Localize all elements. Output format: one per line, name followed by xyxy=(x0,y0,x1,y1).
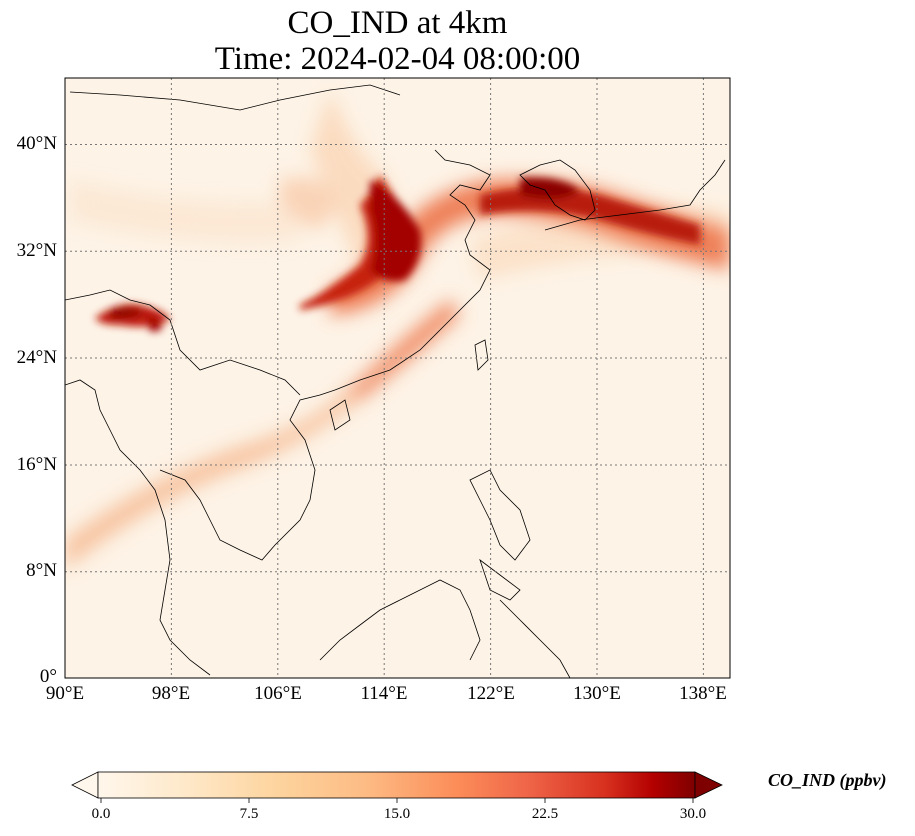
lat-tick-label: 24°N xyxy=(16,347,57,368)
colorbar-tick-label: 22.5 xyxy=(531,806,559,822)
colorbar xyxy=(71,771,723,803)
lon-tick-label: 114°E xyxy=(360,683,408,704)
map-title: CO_IND at 4km xyxy=(287,5,508,41)
lat-tick-label: 8°N xyxy=(26,560,57,581)
co-concentration-field xyxy=(65,78,730,678)
lat-tick-label: 0° xyxy=(39,666,57,687)
lon-tick-label: 106°E xyxy=(254,683,302,704)
lon-tick-label: 122°E xyxy=(467,683,515,704)
colorbar-tick-label: 0.0 xyxy=(91,806,111,822)
colorbar-gradient xyxy=(97,771,696,799)
colorbar-tick-label: 7.5 xyxy=(239,806,259,822)
colorbar-max-extend xyxy=(694,771,723,799)
colorbar-label: CO_IND (ppbv) xyxy=(768,770,887,790)
colorbar-tick-label: 15.0 xyxy=(383,806,411,822)
colorbar-tick-label: 30.0 xyxy=(679,806,707,822)
lon-tick-label: 90°E xyxy=(45,683,85,704)
map-frame xyxy=(64,77,731,679)
lon-tick-label: 98°E xyxy=(151,683,191,704)
colorbar-min-extend xyxy=(71,771,99,799)
lat-tick-label: 16°N xyxy=(16,454,57,475)
map-subtitle-time: Time: 2024-02-04 08:00:00 xyxy=(214,41,581,77)
lat-tick-label: 32°N xyxy=(16,240,57,261)
lon-tick-label: 138°E xyxy=(679,683,727,704)
gridlines xyxy=(65,78,730,678)
coastlines xyxy=(65,84,726,678)
lat-tick-label: 40°N xyxy=(16,133,57,154)
lon-tick-label: 130°E xyxy=(573,683,621,704)
